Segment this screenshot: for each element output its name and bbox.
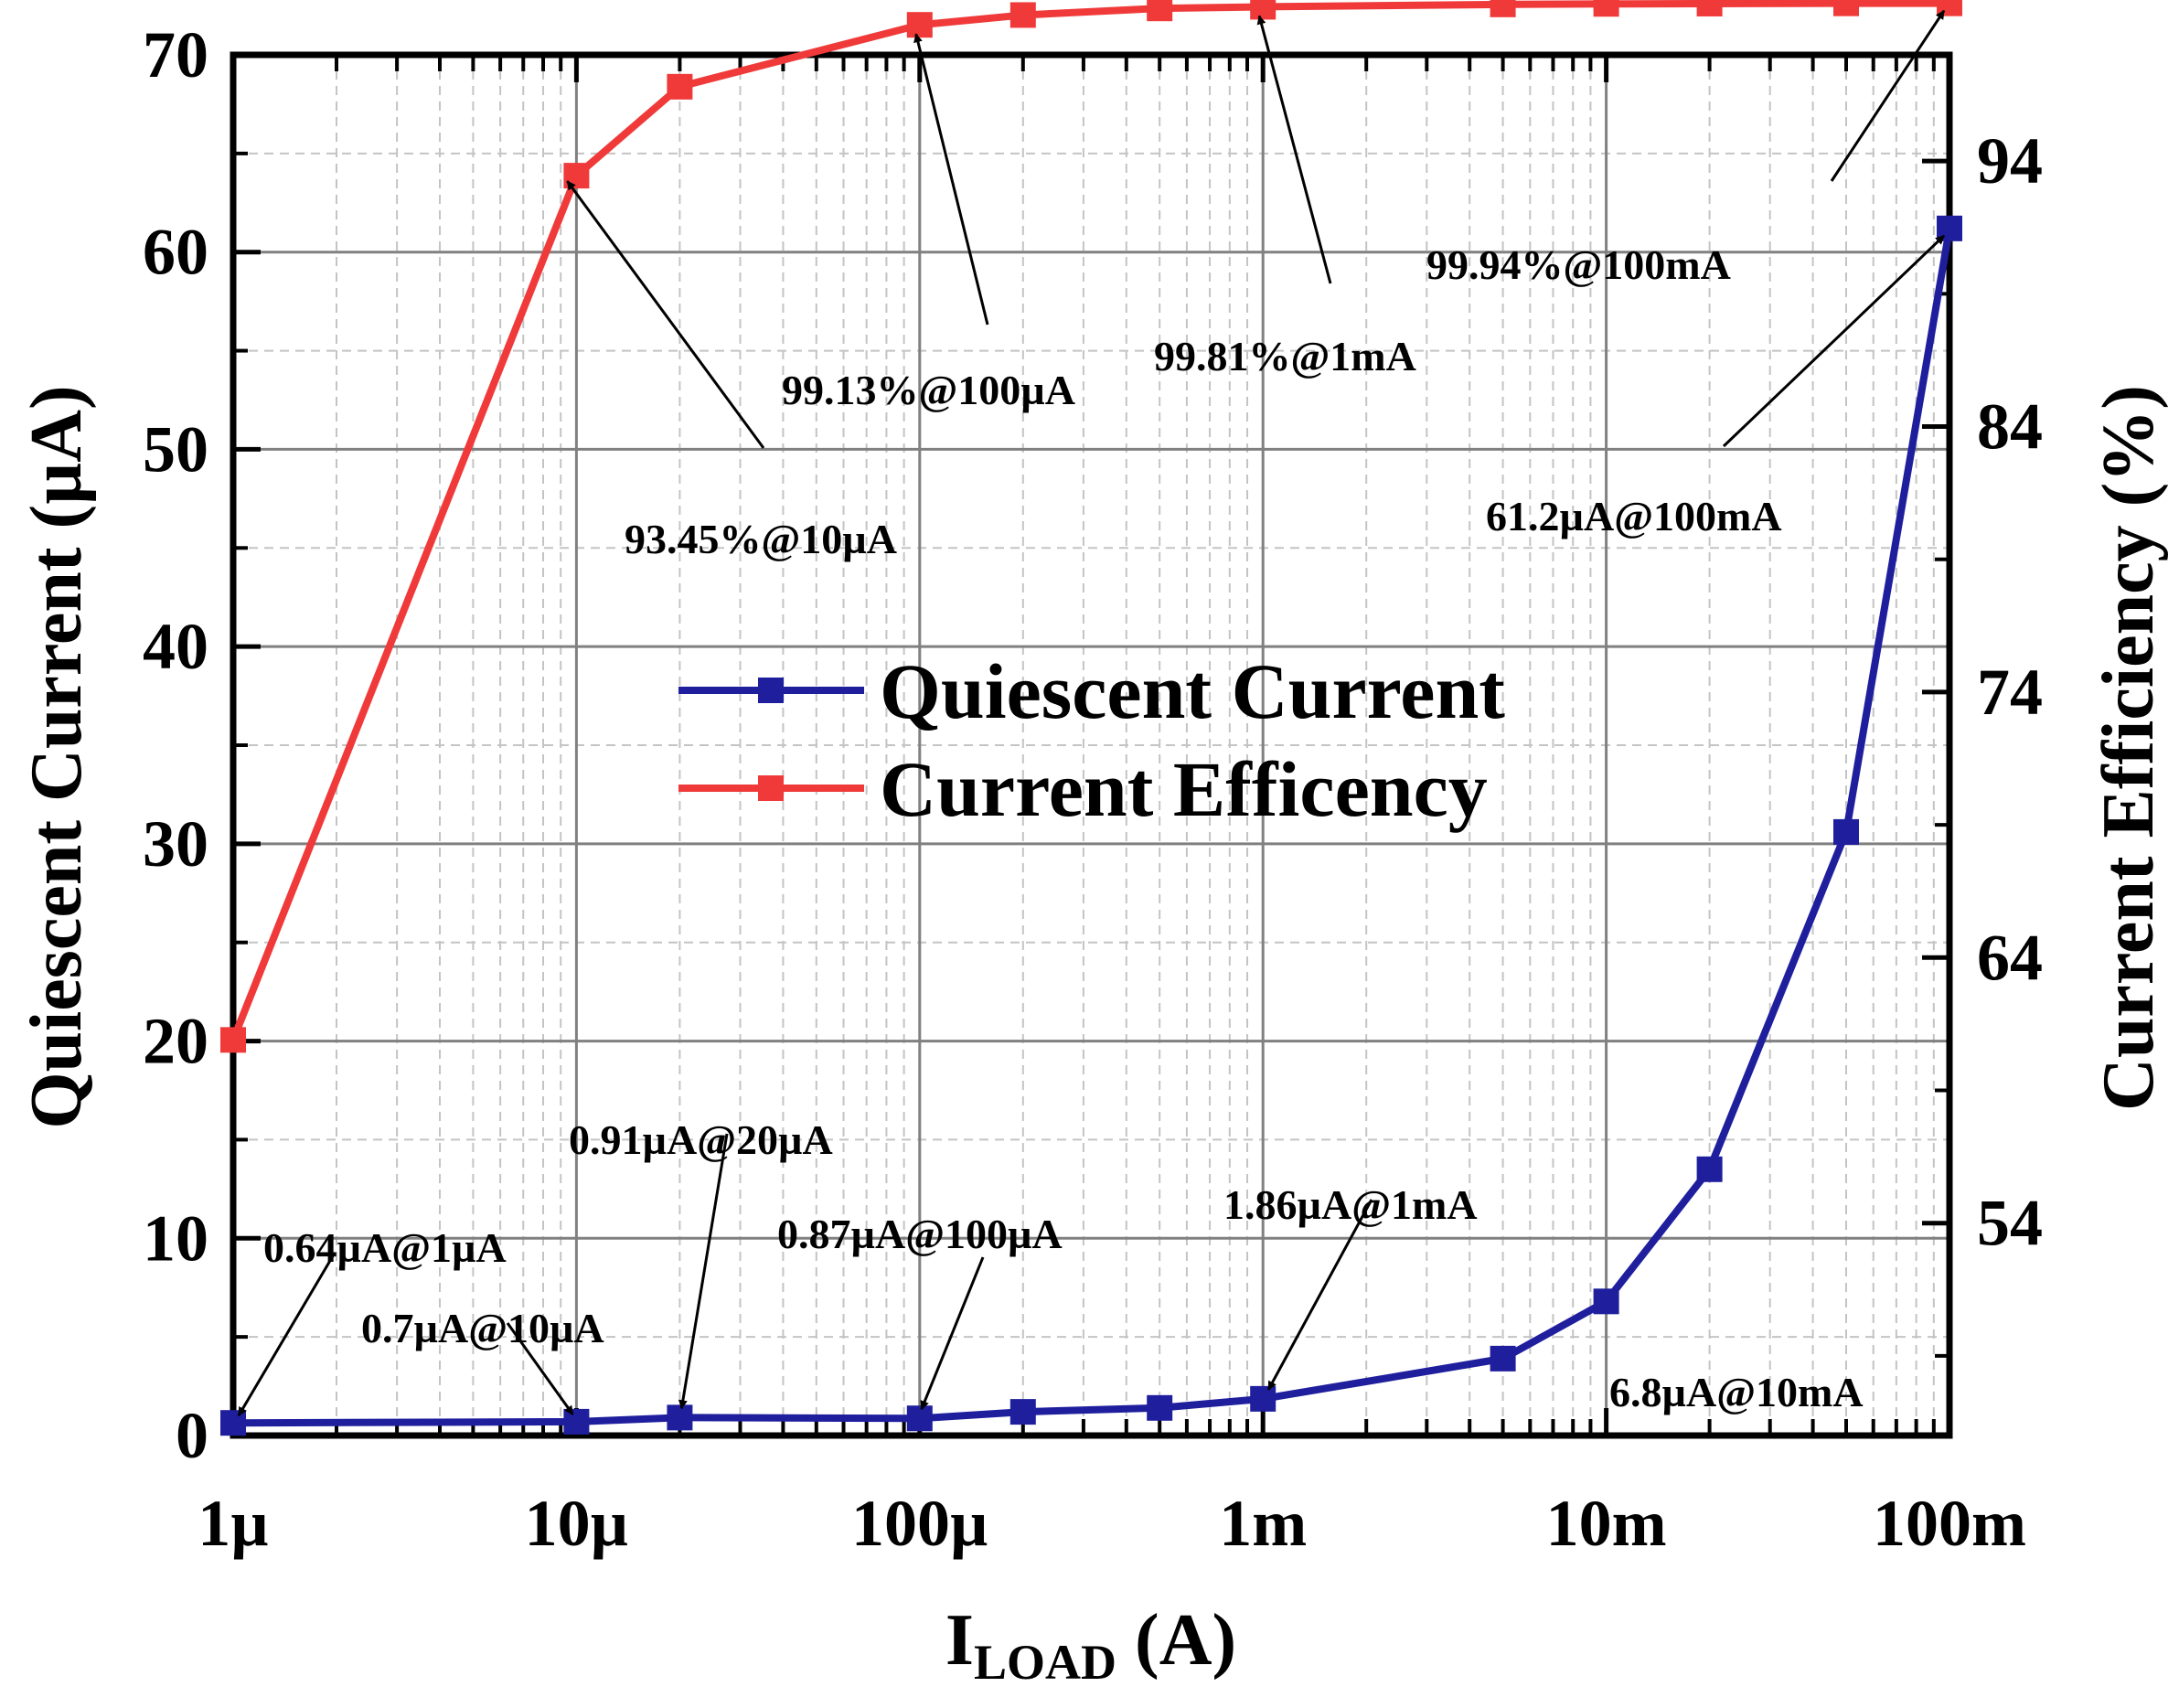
x-axis-title: ILOAD (A) [945, 1600, 1236, 1690]
series-point-0 [1147, 1394, 1173, 1421]
series-point-0 [1593, 1288, 1619, 1315]
annotation-label: 0.64µA@1µA [263, 1224, 507, 1271]
x-tick-label: 1m [1219, 1487, 1307, 1560]
series-point-1 [667, 73, 693, 100]
annotation-arrow [1256, 15, 1332, 284]
legend-marker-1 [758, 775, 784, 801]
series-point-1 [1696, 0, 1723, 16]
y-axis-title-right: Current Efficiency (%) [2088, 385, 2169, 1111]
y-right-tick-label: 74 [1977, 656, 2043, 729]
annotation-arrow [1266, 1199, 1373, 1391]
y-left-tick-label: 20 [143, 1005, 208, 1078]
y-left-tick-label: 70 [143, 18, 208, 91]
x-axis-title-unit: (A) [1116, 1600, 1236, 1681]
series-point-0 [1832, 818, 1859, 845]
series-point-1 [563, 163, 590, 189]
annotation-arrow [1722, 234, 1946, 448]
y-left-tick-label: 40 [143, 610, 208, 683]
y-axis-title-left: Quiescent Current (µA) [16, 385, 97, 1128]
legend-marker-0 [758, 678, 784, 703]
series-point-1 [1147, 0, 1173, 22]
x-tick-label: 1µ [198, 1487, 268, 1560]
series-point-0 [563, 1408, 590, 1435]
annotation-label: 61.2µA@100mA [1486, 493, 1782, 539]
y-left-tick-label: 10 [143, 1201, 208, 1275]
annotation-label: 93.45%@10µA [625, 516, 897, 562]
annotation-label: 99.94%@100mA [1426, 241, 1731, 288]
series-line-0 [232, 228, 1953, 1427]
series-point-0 [906, 1405, 933, 1432]
y-left-tick-label: 60 [143, 216, 208, 289]
annotation-label: 0.91µA@20µA [569, 1116, 833, 1163]
annotation-label: 0.7µA@10µA [361, 1305, 604, 1351]
x-axis-title-sub: LOAD [974, 1635, 1116, 1690]
series-point-0 [667, 1404, 693, 1431]
x-axis-title-main: I [945, 1600, 974, 1681]
annotation-arrow [678, 1133, 729, 1410]
series-point-1 [1832, 0, 1859, 16]
annotation-arrow [1830, 9, 1946, 182]
legend-label-1: Current Efficency [880, 745, 1488, 833]
annotation-label: 6.8µA@10mA [1609, 1369, 1864, 1415]
series-point-1 [1009, 2, 1036, 28]
series-point-1 [1593, 0, 1619, 17]
series-point-0 [1696, 1156, 1723, 1182]
annotations: 0.64µA@1µA 0.7µA@10µA 0.91µA@20µA 0.87µA@10… [237, 9, 1946, 1417]
annotation-arrow [237, 1254, 336, 1417]
y-left-tick-label: 50 [143, 412, 208, 486]
x-tick-label: 10m [1546, 1487, 1667, 1560]
annotation-label: 1.86µA@1mA [1223, 1181, 1478, 1228]
series-point-0 [1250, 1385, 1276, 1412]
x-tick-label: 100µ [851, 1487, 988, 1560]
y-left-tick-label: 30 [143, 807, 208, 881]
x-tick-label: 100m [1873, 1487, 2026, 1560]
annotation-arrow [920, 1256, 985, 1411]
y-right-tick-label: 54 [1977, 1187, 2043, 1260]
series-point-1 [1490, 0, 1516, 17]
series-point-0 [220, 1410, 246, 1436]
y-right-tick-label: 94 [1977, 124, 2043, 197]
annotation-arrow [913, 33, 989, 326]
legend: Quiescent Current Current Efficency [678, 647, 1505, 833]
annotation-arrow [566, 180, 765, 449]
tick-labels: 1µ 10µ 100µ 1m 10m 100m 0 10 20 30 40 50 60 70 54 64 74 8… [143, 18, 2043, 1560]
annotation-label: 99.13%@100µA [782, 367, 1075, 413]
x-tick-label: 10µ [525, 1487, 628, 1560]
series-line-1 [230, 0, 1949, 1041]
annotation-arrow [506, 1322, 574, 1415]
series-point-1 [220, 1027, 246, 1053]
series-point-0 [1490, 1345, 1516, 1372]
y-right-tick-label: 84 [1977, 390, 2043, 464]
annotation-label: 0.87µA@100µA [777, 1211, 1063, 1257]
series-layer [220, 0, 1962, 1436]
y-right-tick-label: 64 [1977, 921, 2043, 994]
y-left-tick-label: 0 [176, 1399, 208, 1472]
series-point-0 [1009, 1399, 1036, 1425]
legend-label-0: Quiescent Current [880, 647, 1505, 735]
series-point-1 [1250, 0, 1276, 20]
series-point-1 [906, 12, 933, 38]
annotation-label: 99.81%@1mA [1154, 333, 1416, 379]
